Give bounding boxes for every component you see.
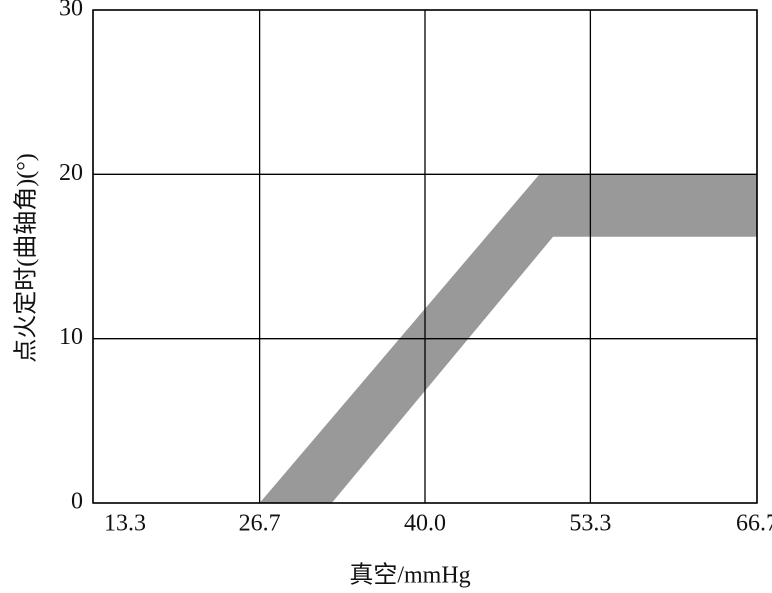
x-tick-label: 53.3	[569, 511, 611, 537]
band	[259, 174, 757, 504]
y-tick-label: 10	[59, 324, 83, 350]
x-tick-label: 66.7	[736, 511, 772, 537]
x-tick-label: 40.0	[404, 511, 446, 537]
y-axis-label: 点火定时(曲轴角)(°)	[13, 153, 40, 363]
y-tick-label: 0	[71, 489, 83, 515]
x-axis-label: 真空/mmHg	[349, 562, 470, 589]
plot-frame	[92, 9, 758, 504]
x-tick-label: 26.7	[239, 511, 281, 537]
y-tick-label: 30	[59, 0, 83, 22]
y-tick-label: 20	[59, 160, 83, 186]
x-tick-label: 13.3	[104, 511, 146, 537]
